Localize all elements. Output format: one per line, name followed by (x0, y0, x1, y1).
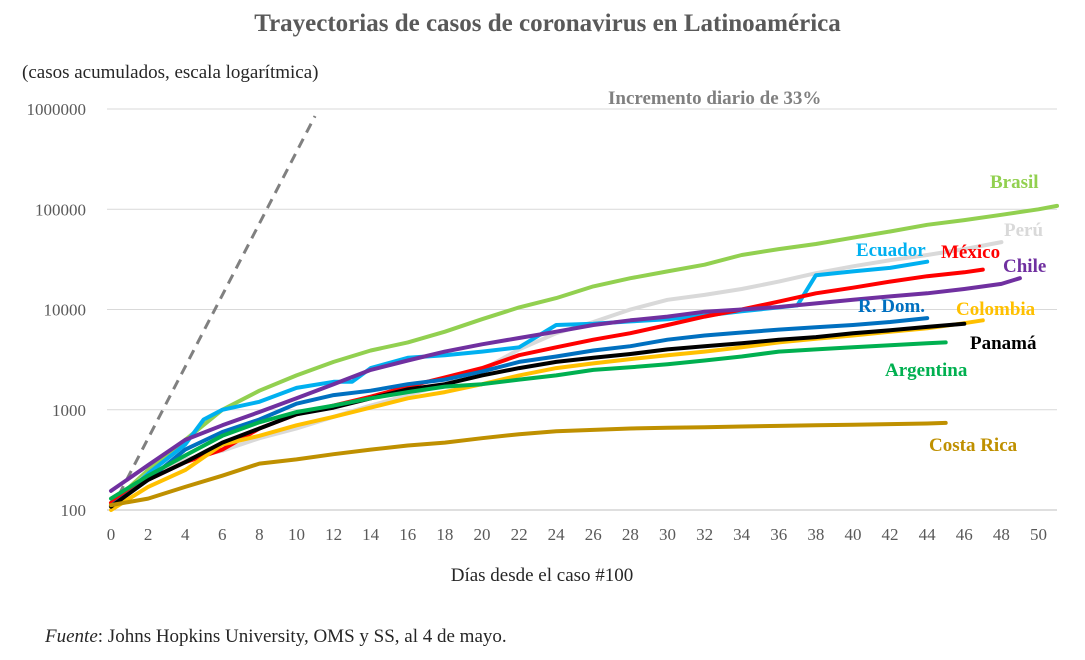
source-note: Fuente: Johns Hopkins University, OMS y … (45, 626, 507, 648)
x-tick-label: 36 (770, 525, 787, 544)
series-label-ecuador: Ecuador (856, 240, 926, 261)
series-label-chile: Chile (1003, 256, 1046, 277)
x-tick-label: 0 (107, 525, 116, 544)
series-lines (109, 203, 1059, 512)
x-tick-label: 44 (919, 525, 937, 544)
series-line-costa-rica (109, 420, 948, 508)
series-line-colombia (109, 318, 985, 512)
x-tick-label: 12 (325, 525, 342, 544)
x-tick-label: 18 (436, 525, 453, 544)
y-tick-label: 100000 (35, 200, 86, 219)
series-label-per-: Perú (1004, 220, 1043, 241)
x-tick-label: 28 (622, 525, 639, 544)
reference-line: Incremento diario de 33% (109, 88, 821, 511)
series-label-m-xico: México (941, 242, 1000, 263)
x-tick-label: 50 (1030, 525, 1047, 544)
y-tick-label: 1000000 (27, 100, 87, 119)
x-tick-label: 34 (733, 525, 751, 544)
series-label-brasil: Brasil (990, 172, 1039, 193)
series-line-panam- (109, 321, 967, 509)
x-tick-label: 24 (548, 525, 566, 544)
y-tick-label: 1000 (52, 401, 86, 420)
x-axis-label: Días desde el caso #100 (451, 565, 634, 586)
series-line-chile (109, 276, 1022, 493)
reference-line-33pct (109, 115, 317, 511)
x-tick-label: 30 (659, 525, 676, 544)
series-line-brasil (109, 203, 1059, 506)
y-tick-label: 100 (61, 501, 87, 520)
series-label-r-dom-: R. Dom. (858, 296, 925, 317)
x-tick-label: 6 (218, 525, 227, 544)
x-tick-label: 14 (362, 525, 380, 544)
source-text: : Johns Hopkins University, OMS y SS, al… (97, 626, 507, 647)
series-line-r-dom- (109, 316, 930, 508)
x-tick-label: 8 (255, 525, 264, 544)
series-label-colombia: Colombia (956, 299, 1036, 320)
x-tick-label: 42 (882, 525, 899, 544)
x-tick-label: 22 (511, 525, 528, 544)
series-line-per- (109, 240, 1004, 506)
x-tick-label: 16 (399, 525, 416, 544)
x-tick-label: 48 (993, 525, 1010, 544)
x-axis-ticks: 0 2 4 6 8 10 12 14 16 18 20 22 24 26 28 30 32 34 36 38 40 42 4… (107, 525, 1047, 544)
y-axis-ticks: 100 1000 10000 100000 1000000 (27, 100, 87, 520)
reference-line-label: Incremento diario de 33% (608, 88, 821, 109)
x-tick-label: 46 (956, 525, 973, 544)
x-tick-label: 20 (473, 525, 490, 544)
series-line-argentina (109, 340, 948, 501)
series-label-argentina: Argentina (885, 360, 968, 381)
y-tick-label: 10000 (44, 301, 87, 320)
x-tick-label: 2 (144, 525, 153, 544)
x-tick-label: 38 (807, 525, 824, 544)
x-tick-label: 26 (585, 525, 602, 544)
chart-title: Trayectorias de casos de coronavirus en … (254, 10, 841, 37)
x-tick-label: 10 (288, 525, 305, 544)
source-label: Fuente (45, 626, 98, 647)
series-line-ecuador (109, 259, 930, 508)
chart-subtitle: (casos acumulados, escala logarítmica) (22, 62, 319, 83)
x-tick-label: 40 (844, 525, 861, 544)
series-label-costa-rica: Costa Rica (929, 435, 1018, 456)
x-tick-label: 32 (696, 525, 713, 544)
series-label-panam-: Panamá (970, 333, 1037, 354)
x-tick-label: 4 (181, 525, 190, 544)
